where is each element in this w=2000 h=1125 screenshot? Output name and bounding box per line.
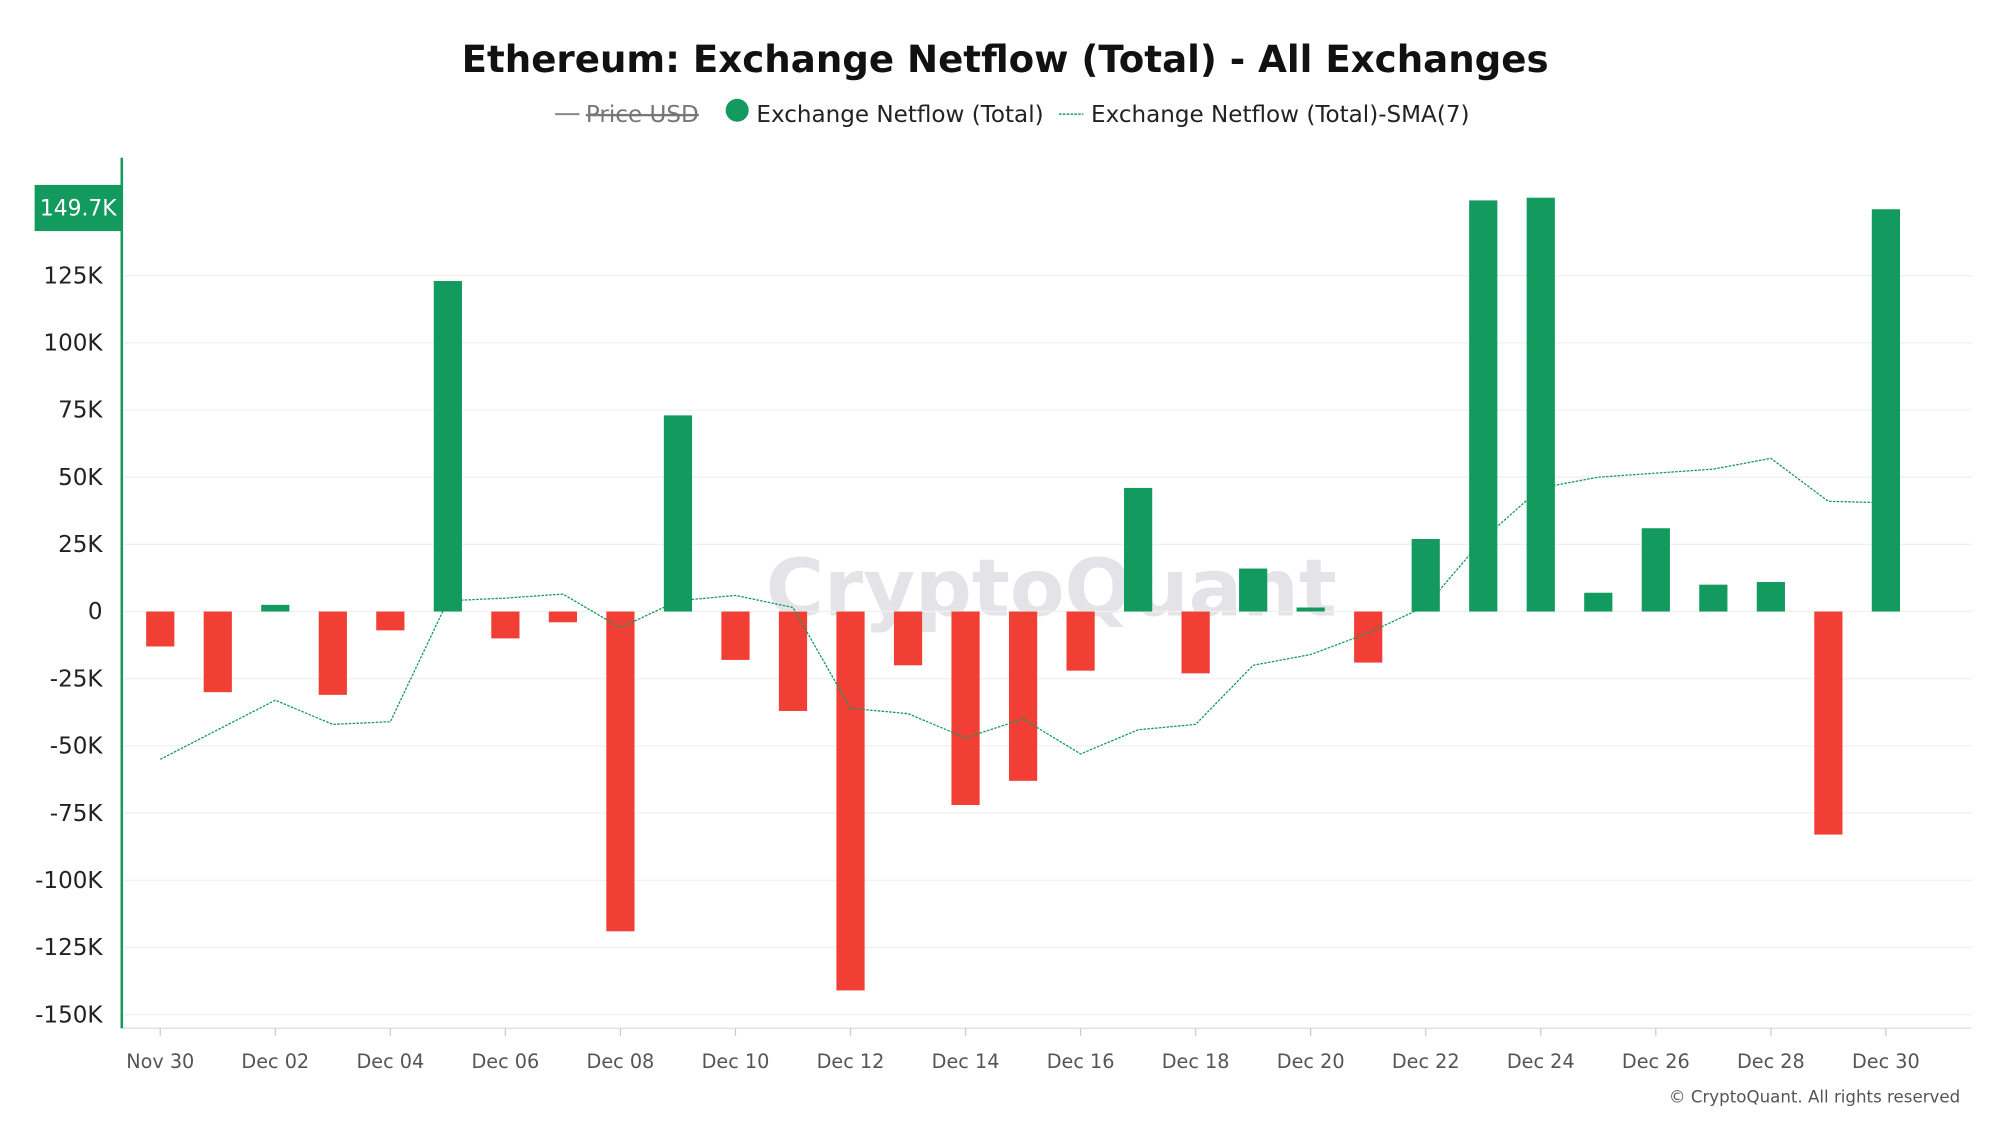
x-tick-label: Dec 12: [817, 1050, 885, 1073]
bar-dec-12: [836, 611, 865, 991]
x-tick-label: Dec 04: [356, 1050, 424, 1073]
bar-dec-01: [203, 611, 232, 693]
x-tick-label: Dec 18: [1162, 1050, 1230, 1073]
bar-dec-28: [1756, 581, 1785, 612]
x-tick-label: Dec 16: [1047, 1050, 1115, 1073]
bar-dec-02: [261, 604, 290, 612]
legend-netflow-dot-icon: [725, 98, 749, 122]
bar-dec-30: [1871, 209, 1900, 612]
bar-dec-20: [1296, 607, 1325, 612]
x-tick-label: Dec 10: [702, 1050, 770, 1073]
y-tick-label: 0: [88, 599, 103, 625]
bar-dec-24: [1526, 197, 1555, 612]
bar-dec-13: [893, 611, 923, 666]
bar-dec-15: [1008, 611, 1038, 781]
legend-netflow-label: Exchange Netflow (Total): [756, 102, 1043, 128]
y-tick-label: 125K: [43, 263, 103, 289]
bar-dec-25: [1584, 592, 1613, 612]
legend-item-netflow[interactable]: Exchange Netflow (Total): [725, 98, 1044, 128]
x-tick-label: Dec 20: [1277, 1050, 1345, 1073]
y-tick-label: -100K: [35, 868, 103, 894]
bar-dec-09: [663, 415, 693, 612]
legend-price-label: Price USD: [586, 102, 699, 128]
sma-line: [159, 457, 1886, 760]
bar-dec-26: [1641, 528, 1670, 612]
last-value-badge: [34, 184, 122, 232]
x-tick-label: Dec 30: [1852, 1050, 1920, 1073]
x-tick-label: Dec 26: [1622, 1050, 1690, 1073]
bar-dec-11: [778, 611, 808, 711]
y-tick-label: -125K: [35, 935, 103, 961]
last-value-label: 149.7K: [40, 197, 117, 222]
bar-dec-23: [1469, 200, 1498, 612]
y-tick-label: 100K: [43, 331, 103, 357]
y-tick-label: 50K: [58, 465, 103, 491]
bar-dec-19: [1239, 568, 1268, 612]
legend: Price USD Exchange Netflow (Total) Excha…: [555, 98, 1470, 128]
x-tick-label: Dec 02: [241, 1050, 309, 1073]
bar-dec-03: [318, 611, 347, 695]
y-tick-label: -25K: [50, 666, 104, 692]
x-tick-label: Dec 28: [1737, 1050, 1805, 1073]
chart-title: Ethereum: Exchange Netflow (Total) - All…: [462, 37, 1549, 81]
x-tick-label: Dec 08: [587, 1050, 655, 1073]
bar-dec-29: [1814, 611, 1843, 835]
bar-dec-05: [433, 281, 462, 612]
bar-dec-04: [376, 611, 405, 631]
x-tick-label: Dec 14: [932, 1050, 1000, 1073]
y-tick-label: 75K: [58, 398, 103, 424]
bar-dec-18: [1181, 611, 1210, 674]
bar-dec-16: [1066, 611, 1095, 671]
bar-nov-30: [146, 611, 175, 647]
legend-item-price[interactable]: Price USD: [555, 102, 699, 128]
bar-dec-08: [606, 611, 635, 932]
legend-sma-label: Exchange Netflow (Total)-SMA(7): [1091, 102, 1470, 128]
y-tick-label: -75K: [50, 801, 104, 827]
bar-dec-14: [951, 611, 980, 806]
x-tick-label: Dec 24: [1507, 1050, 1575, 1073]
y-tick-label: 25K: [58, 532, 103, 558]
bar-dec-27: [1699, 584, 1728, 612]
bar-dec-06: [491, 611, 520, 639]
legend-item-sma[interactable]: Exchange Netflow (Total)-SMA(7): [1058, 102, 1470, 128]
bar-dec-17: [1124, 487, 1153, 612]
y-tick-label: -50K: [50, 734, 104, 760]
copyright: © CryptoQuant. All rights reserved: [1669, 1088, 1960, 1107]
bar-dec-07: [548, 611, 578, 623]
x-tick-label: Dec 06: [472, 1050, 540, 1073]
bar-dec-22: [1411, 538, 1440, 612]
y-tick-label: -150K: [35, 1002, 103, 1028]
bar-dec-10: [721, 611, 750, 660]
x-tick-label: Nov 30: [126, 1050, 194, 1073]
x-tick-label: Dec 22: [1392, 1050, 1460, 1073]
